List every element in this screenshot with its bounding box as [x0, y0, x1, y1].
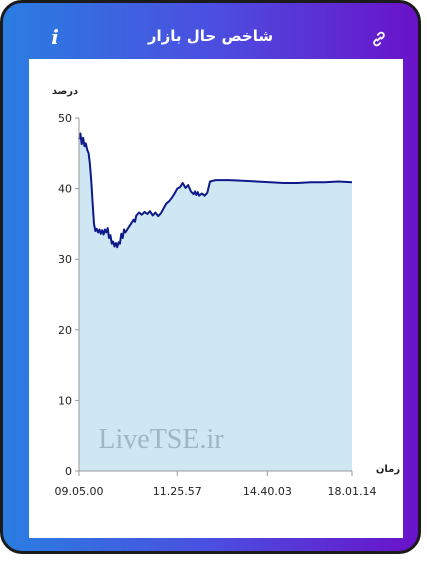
y-axis-label: درصد [52, 86, 78, 97]
market-chart: LiveTSE.ir 0 10 20 30 40 50 09.05.00 11.25.57 14… [52, 86, 401, 498]
plot-area [78, 132, 353, 471]
x-tick-label: 11.25.57 [153, 485, 202, 498]
x-axis-label: زمان [376, 464, 400, 475]
info-icon[interactable]: i [51, 25, 59, 49]
x-tick-label: 09.05.00 [55, 485, 104, 498]
y-tick-label: 0 [65, 465, 72, 478]
series-area [79, 133, 352, 471]
y-tick-label: 20 [58, 324, 72, 337]
app-frame: i شاخص حال بازار LiveTSE.ir 0 10 20 30 40 50 0… [0, 0, 421, 554]
y-tick-label: 30 [58, 253, 72, 266]
header-bar: i شاخص حال بازار [3, 3, 418, 59]
x-tick-label: 18.01.14 [328, 485, 377, 498]
y-tick-label: 50 [58, 112, 72, 125]
axes: 0 10 20 30 40 50 09.05.00 11.25.57 14.40.03 18.01… [55, 112, 377, 498]
y-tick-label: 10 [58, 394, 72, 407]
watermark: LiveTSE.ir [98, 424, 224, 455]
y-tick-label: 40 [58, 183, 72, 196]
link-icon[interactable] [370, 30, 388, 48]
series-line [78, 132, 353, 249]
chart-card: LiveTSE.ir 0 10 20 30 40 50 09.05.00 11.25.57 14… [29, 59, 403, 538]
page-title: شاخص حال بازار [147, 27, 274, 45]
x-tick-label: 14.40.03 [243, 485, 292, 498]
